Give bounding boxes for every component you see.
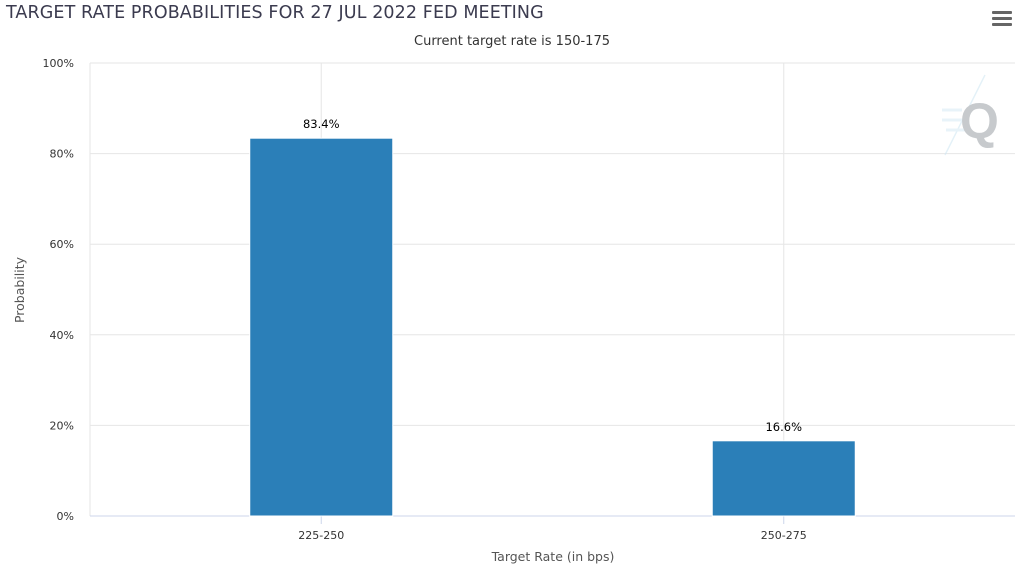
x-tick-label: 250-275 [761, 529, 807, 542]
q-logo-letter: Q [960, 93, 999, 149]
y-tick-label: 60% [50, 238, 74, 251]
chart-title: TARGET RATE PROBABILITIES FOR 27 JUL 202… [6, 3, 544, 23]
bar-225-250[interactable] [249, 137, 394, 517]
q-logo-watermark: Q [942, 74, 999, 156]
x-tick-labels: 225-250 250-275 [298, 529, 806, 542]
y-tick-label: 80% [50, 148, 74, 161]
y-axis-title: Probability [12, 256, 27, 323]
hamburger-menu-icon[interactable] [992, 11, 1014, 29]
bars: 83.4% 16.6% [249, 117, 856, 517]
y-tick-label: 0% [57, 510, 74, 523]
data-label: 16.6% [765, 420, 802, 434]
gridlines [89, 62, 1015, 524]
x-axis-title: Target Rate (in bps) [491, 549, 615, 564]
bar-250-275[interactable] [711, 440, 856, 517]
y-tick-label: 20% [50, 419, 74, 432]
data-label: 83.4% [303, 117, 340, 131]
y-tick-label: 40% [50, 329, 74, 342]
y-tick-label: 100% [43, 57, 74, 70]
chart-subtitle: Current target rate is 150-175 [414, 34, 610, 49]
x-tick-label: 225-250 [298, 529, 344, 542]
y-tick-labels: 0% 20% 40% 60% 80% 100% [43, 57, 74, 523]
